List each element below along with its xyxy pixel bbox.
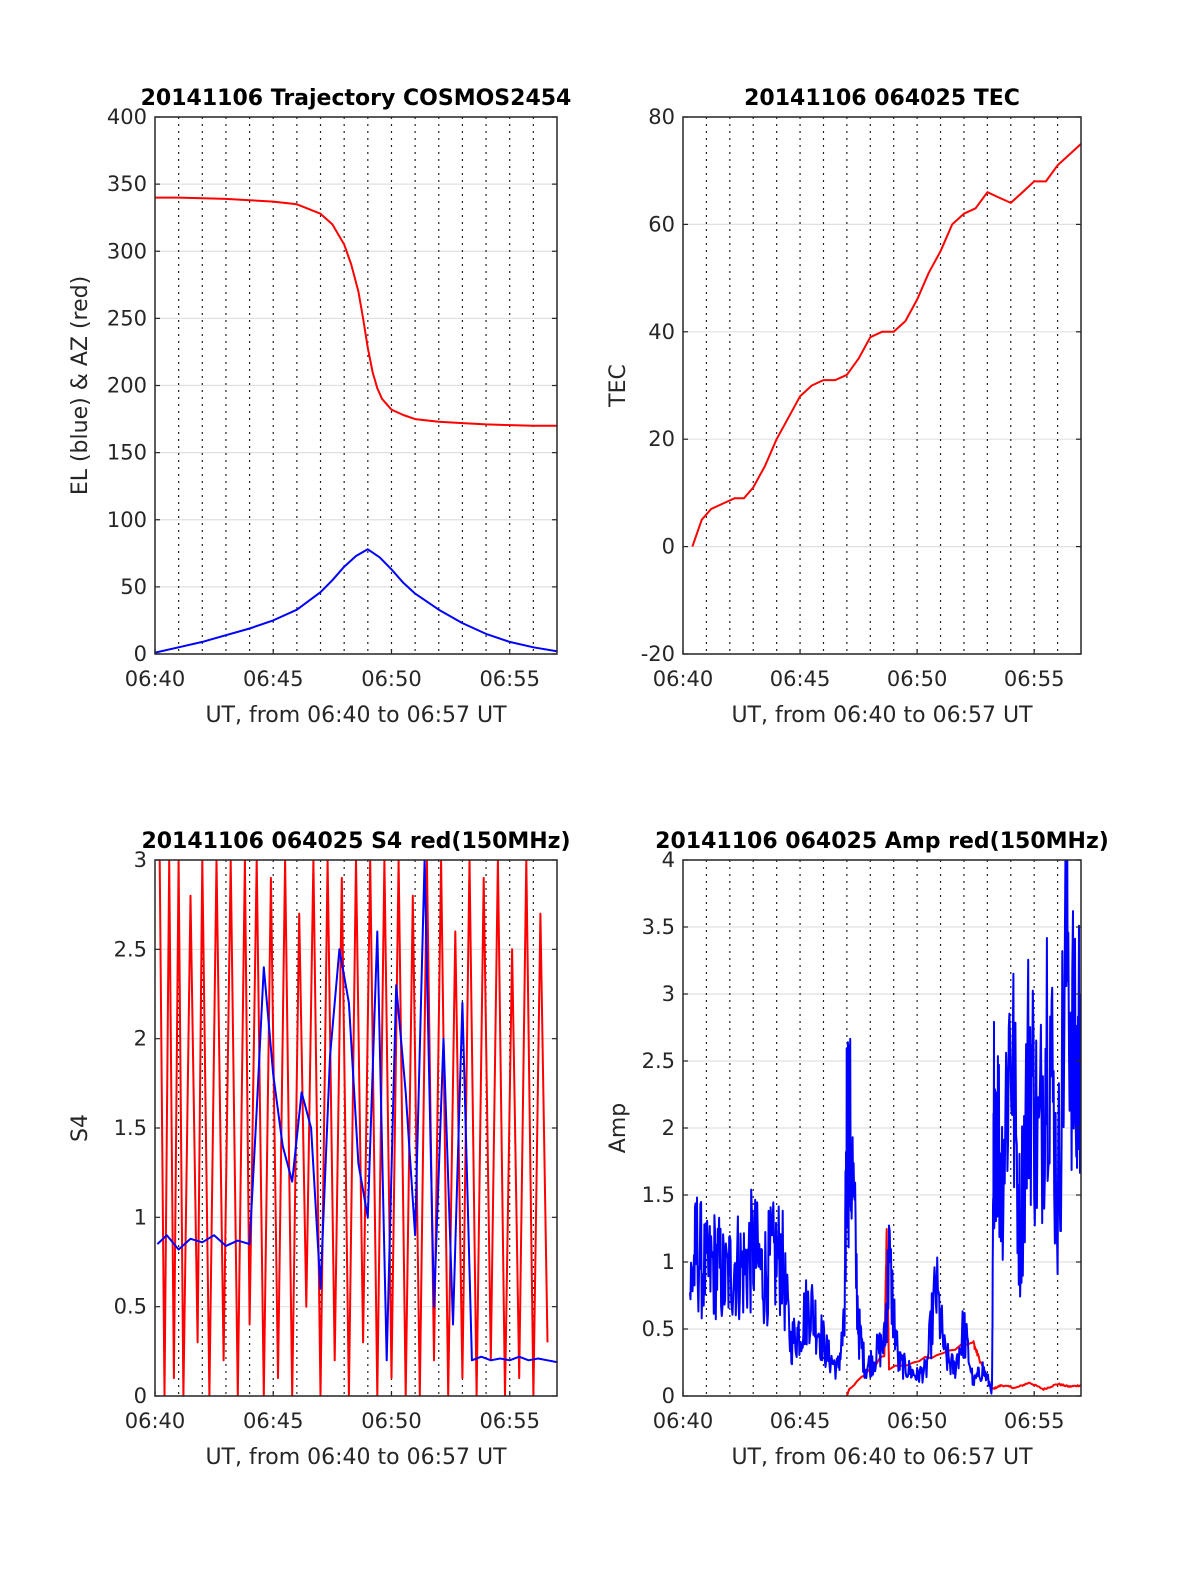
chart-panel-1: 0 50 100 150 200 250 300 350 400 06:40 06:45 06:50 0… <box>68 86 571 728</box>
x-tick-label: 06:50 <box>887 1409 948 1433</box>
y-tick-label: 150 <box>107 441 147 465</box>
y-tick-label: 2 <box>134 1027 147 1051</box>
x-tick-label: 06:55 <box>479 1409 540 1433</box>
series-group <box>155 196 557 654</box>
y-tick-label: 3 <box>134 848 147 872</box>
y-tick-label: 0 <box>662 1384 675 1408</box>
x-tick-label: 06:55 <box>479 667 540 691</box>
x-tick-label: 06:50 <box>361 1409 422 1433</box>
chart-title: 20141106 064025 Amp red(150MHz) <box>655 829 1109 854</box>
y-tick-label: 350 <box>107 172 147 196</box>
x-axis-label: UT, from 06:40 to 06:57 UT <box>205 703 507 728</box>
chart-panel-3: 0 0.5 1 1.5 2 2.5 3 06:40 06:45 06:50 06:55 2014110… <box>68 829 571 1470</box>
y-tick-label: 2.5 <box>642 1049 675 1073</box>
y-tick-label: 0.5 <box>114 1295 147 1319</box>
y-axis-label: TEC <box>606 364 631 408</box>
series-group <box>691 143 1081 547</box>
y-tick-label: 40 <box>648 320 675 344</box>
x-tick-label: 06:45 <box>243 1409 304 1433</box>
y-tick-label: 4 <box>662 848 675 872</box>
chart-panel-2: -20 0 20 40 60 80 06:40 06:45 06:50 06:55 20141106… <box>606 86 1082 728</box>
x-tick-label: 06:50 <box>887 667 948 691</box>
y-tick-label: 0 <box>662 535 675 559</box>
y-tick-label: 80 <box>648 105 675 129</box>
x-tick-label: 06:50 <box>361 667 422 691</box>
y-tick-label: 400 <box>107 105 147 129</box>
x-tick-label: 06:55 <box>1004 667 1065 691</box>
y-tick-label: 2 <box>662 1116 675 1140</box>
x-axis-label: UT, from 06:40 to 06:57 UT <box>205 1445 507 1470</box>
y-tick-label: 0.5 <box>642 1317 675 1341</box>
chart-title: 20141106 Trajectory COSMOS2454 <box>141 86 572 111</box>
y-tick-label: 250 <box>107 306 147 330</box>
y-tick-label: 50 <box>120 575 147 599</box>
x-tick-label: 06:45 <box>770 1409 831 1433</box>
chart-title: 20141106 064025 S4 red(150MHz) <box>141 829 570 854</box>
y-tick-label: 3 <box>662 982 675 1006</box>
y-tick-label: 1.5 <box>642 1183 675 1207</box>
y-axis-label: Amp <box>606 1103 631 1153</box>
y-tick-label: 1 <box>134 1205 147 1229</box>
x-tick-label: 06:40 <box>653 667 714 691</box>
x-tick-label: 06:45 <box>770 667 831 691</box>
series-line-2 <box>689 860 1081 1395</box>
x-axis-label: UT, from 06:40 to 06:57 UT <box>731 703 1033 728</box>
series-line-2 <box>156 860 557 1364</box>
x-tick-label: 06:40 <box>125 1409 186 1433</box>
x-tick-label: 06:40 <box>653 1409 714 1433</box>
y-tick-label: 0 <box>134 1384 147 1408</box>
y-tick-label: 1 <box>662 1250 675 1274</box>
y-tick-label: 60 <box>648 212 675 236</box>
series-group <box>689 860 1081 1396</box>
y-tick-label: 0 <box>134 642 147 666</box>
x-axis-label: UT, from 06:40 to 06:57 UT <box>731 1445 1033 1470</box>
y-tick-label: 300 <box>107 239 147 263</box>
series-line-1 <box>158 860 549 1396</box>
series-line-1 <box>691 143 1081 547</box>
y-tick-label: 2.5 <box>114 937 147 961</box>
series-line-1 <box>155 196 557 427</box>
chart-title: 20141106 064025 TEC <box>744 86 1020 111</box>
y-tick-label: 20 <box>648 427 675 451</box>
axes-box <box>682 116 1082 655</box>
y-tick-label: 3.5 <box>642 915 675 939</box>
y-tick-label: 200 <box>107 374 147 398</box>
x-tick-label: 06:45 <box>243 667 304 691</box>
y-axis-label: EL (blue) & AZ (red) <box>68 276 93 495</box>
y-axis-label: S4 <box>68 1114 93 1142</box>
series-line-2 <box>155 548 557 654</box>
x-tick-label: 06:40 <box>125 667 186 691</box>
y-tick-label: -20 <box>641 642 675 666</box>
chart-panel-4: 0 0.5 1 1.5 2 2.5 3 3.5 4 06:40 06:45 06:50 06:55 201… <box>606 829 1109 1470</box>
x-tick-label: 06:55 <box>1004 1409 1065 1433</box>
y-tick-label: 100 <box>107 508 147 532</box>
y-tick-label: 1.5 <box>114 1116 147 1140</box>
series-group <box>156 860 557 1396</box>
